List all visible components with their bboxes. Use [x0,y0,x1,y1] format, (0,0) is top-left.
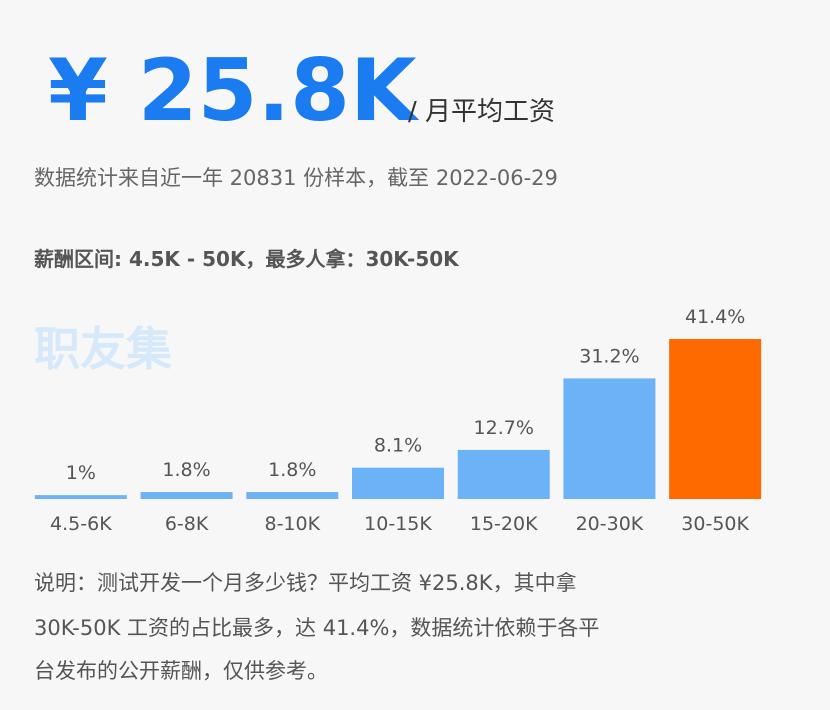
bar [140,492,233,499]
value-label: 1% [66,462,96,484]
value-label: 1.8% [162,459,210,481]
salary-range: 薪酬区间: 4.5K - 50K，最多人拿：30K-50K [34,247,460,271]
bar [669,339,762,499]
value-label: 8.1% [374,435,422,457]
x-tick-label: 20-30K [576,513,644,535]
salary-unit: / 月平均工资 [408,97,555,127]
bar [563,378,656,499]
value-label: 31.2% [579,345,639,367]
note-line: 说明：测试开发一个月多少钱？平均工资 ¥25.8K，其中拿 [34,571,577,595]
value-label: 41.4% [685,306,745,328]
x-tick-label: 10-15K [364,513,432,535]
x-tick-label: 6-8K [165,513,209,535]
x-tick-label: 30-50K [681,513,749,535]
value-label: 12.7% [474,417,534,439]
watermark: 职友集 [34,322,172,376]
x-tick-label: 15-20K [470,513,538,535]
bar [246,492,339,499]
note-line: 30K-50K 工资的占比最多，达 41.4%，数据统计依赖于各平 [34,616,599,640]
bar [352,467,444,499]
note-line: 台发布的公开薪酬，仅供参考。 [34,659,328,683]
x-tick-label: 4.5-6K [50,513,112,535]
value-label: 1.8% [268,459,316,481]
x-tick-label: 8-10K [264,513,320,535]
average-salary: ¥ 25.8K [48,41,420,141]
bar [34,495,127,499]
bar [457,449,550,499]
source-note: 数据统计来自近一年 20831 份样本，截至 2022-06-29 [34,166,558,190]
